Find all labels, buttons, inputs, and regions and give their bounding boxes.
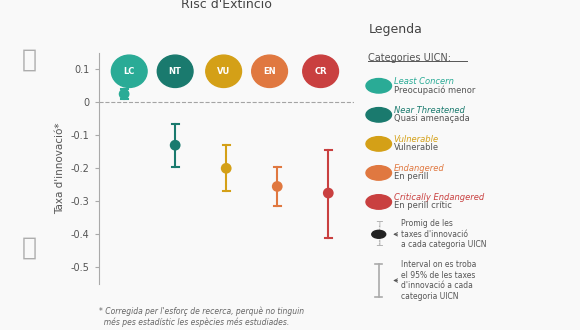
Text: Endangered: Endangered <box>394 164 445 174</box>
Text: Preocupació menor: Preocupació menor <box>394 85 475 94</box>
Text: CR: CR <box>373 197 385 207</box>
Circle shape <box>111 55 147 87</box>
Point <box>119 91 129 97</box>
Text: NT: NT <box>169 67 182 76</box>
Text: ┴: ┴ <box>376 241 382 251</box>
Text: Legenda: Legenda <box>368 23 422 36</box>
Text: Critically Endangered: Critically Endangered <box>394 193 484 203</box>
Text: EN: EN <box>373 168 385 178</box>
Circle shape <box>303 55 339 87</box>
Text: Risc d'Extinció: Risc d'Extinció <box>181 0 271 11</box>
Point <box>324 190 333 196</box>
Text: Promig de les
taxes d'innovació
a cada categoria UICN: Promig de les taxes d'innovació a cada c… <box>401 219 487 249</box>
Point <box>273 184 282 189</box>
Text: * Corregida per l'esforç de recerca, perquè no tinguin
  més pes estadístic les : * Corregida per l'esforç de recerca, per… <box>99 306 304 327</box>
Text: CR: CR <box>314 67 327 76</box>
Text: En perill crític: En perill crític <box>394 201 452 211</box>
Circle shape <box>206 55 241 87</box>
Text: Vulnerable: Vulnerable <box>394 143 439 152</box>
Text: VU: VU <box>373 139 385 148</box>
Text: NT: NT <box>373 110 385 119</box>
Y-axis label: Taxa d'innovació*: Taxa d'innovació* <box>55 122 65 214</box>
Circle shape <box>157 55 193 87</box>
Text: ┬: ┬ <box>376 218 382 228</box>
Text: Categories UICN:: Categories UICN: <box>368 53 451 63</box>
Point <box>222 166 231 171</box>
Text: Least Concern: Least Concern <box>394 77 454 86</box>
Text: En perill: En perill <box>394 172 428 182</box>
Point <box>171 143 180 148</box>
Text: 🐦: 🐦 <box>21 236 37 259</box>
Text: EN: EN <box>263 67 276 76</box>
Text: Quasi amenaçada: Quasi amenaçada <box>394 114 470 123</box>
Text: VU: VU <box>217 67 230 76</box>
Text: 🐦: 🐦 <box>21 48 37 71</box>
Text: Near Threatened: Near Threatened <box>394 106 465 116</box>
Text: Vulnerable: Vulnerable <box>394 135 439 145</box>
Text: Interval on es troba
el 95% de les taxes
d'innovació a cada
categoria UICN: Interval on es troba el 95% de les taxes… <box>401 260 477 301</box>
Circle shape <box>252 55 288 87</box>
Text: LC: LC <box>374 81 384 90</box>
Text: LC: LC <box>124 67 135 76</box>
